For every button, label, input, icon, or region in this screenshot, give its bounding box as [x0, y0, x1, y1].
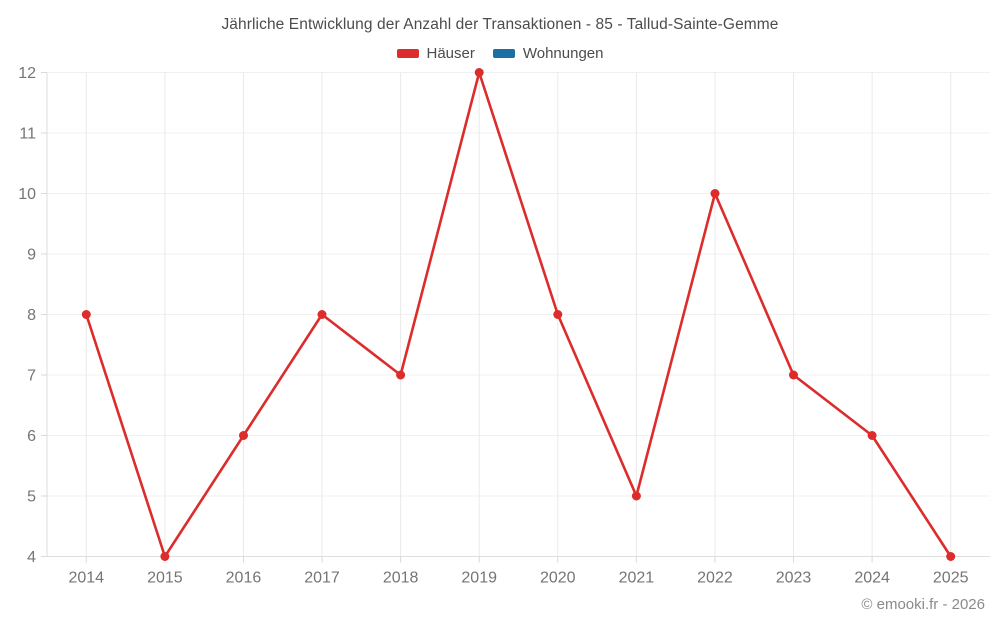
series-line	[85, 71, 953, 558]
x-tick-label: 2021	[619, 570, 655, 587]
x-tick-label: 2023	[776, 570, 812, 587]
data-point[interactable]	[631, 491, 641, 501]
legend-label-wohnungen: Wohnungen	[522, 45, 604, 62]
legend-swatch-wohnungen-icon	[492, 49, 515, 58]
y-tick-label: 4	[27, 549, 36, 566]
x-tick-label: 2025	[933, 570, 969, 587]
legend-swatch-hauser-icon	[396, 49, 419, 58]
y-tick-label: 5	[27, 489, 36, 506]
legend-item-wohnungen[interactable]: Wohnungen	[492, 45, 604, 62]
x-tick-label: 2024	[854, 570, 890, 587]
data-point[interactable]	[474, 68, 484, 77]
data-point[interactable]	[396, 370, 406, 380]
credit-text: © emooki.fr - 2026	[861, 596, 985, 613]
data-point[interactable]	[81, 310, 91, 319]
legend-item-hauser[interactable]: Häuser	[396, 45, 475, 62]
data-point[interactable]	[946, 552, 956, 561]
y-tick-label: 6	[27, 428, 36, 445]
y-tick-label: 12	[18, 65, 36, 82]
y-tick-label: 9	[27, 247, 36, 264]
x-tick-label: 2015	[147, 570, 183, 587]
data-point[interactable]	[239, 431, 248, 440]
data-point[interactable]	[789, 370, 798, 380]
x-tick-label: 2017	[304, 570, 340, 587]
y-tick-label: 11	[19, 126, 36, 143]
y-tick-label: 8	[27, 307, 36, 324]
data-point[interactable]	[867, 431, 877, 440]
x-tick-label: 2016	[226, 570, 262, 587]
x-tick-label: 2018	[383, 570, 419, 587]
data-point[interactable]	[553, 310, 563, 319]
x-tick-label: 2014	[68, 570, 104, 587]
y-tick-label: 7	[27, 368, 36, 385]
y-tick-label: 10	[18, 186, 36, 203]
x-tick-label: 2022	[697, 570, 733, 587]
legend: Häuser Wohnungen	[0, 45, 1000, 62]
chart-title: Jährliche Entwicklung der Anzahl der Tra…	[221, 16, 779, 33]
x-tick-label: 2019	[461, 570, 497, 587]
data-point[interactable]	[317, 310, 327, 319]
data-point[interactable]	[160, 552, 170, 561]
data-point[interactable]	[710, 189, 720, 198]
legend-label-hauser: Häuser	[426, 45, 475, 62]
x-tick-label: 2020	[540, 570, 576, 587]
